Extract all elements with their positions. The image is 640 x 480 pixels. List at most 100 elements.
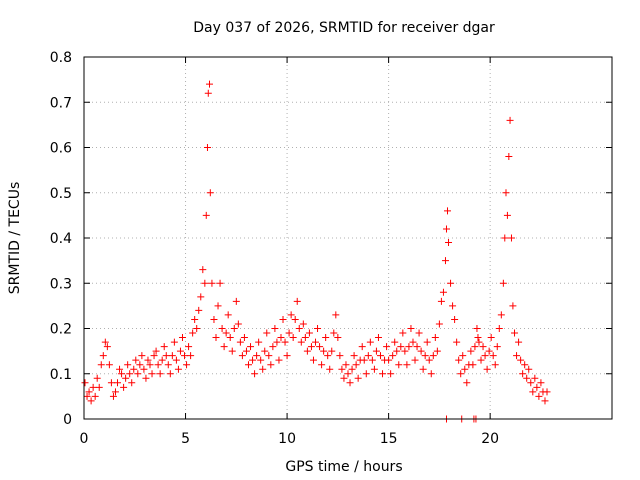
data-point bbox=[376, 352, 384, 360]
data-point bbox=[283, 352, 291, 360]
data-point bbox=[425, 356, 433, 364]
data-point bbox=[105, 361, 113, 369]
data-point bbox=[487, 334, 495, 342]
data-point bbox=[316, 343, 324, 351]
data-point bbox=[193, 325, 201, 332]
data-point bbox=[399, 329, 407, 337]
data-point bbox=[411, 356, 419, 364]
data-point bbox=[374, 334, 382, 342]
data-point bbox=[164, 361, 172, 369]
data-point bbox=[230, 325, 238, 332]
data-point bbox=[297, 338, 305, 346]
data-point bbox=[114, 379, 122, 387]
data-point bbox=[340, 374, 348, 382]
data-point bbox=[362, 370, 370, 378]
data-point bbox=[126, 370, 134, 378]
data-point bbox=[142, 374, 150, 382]
y-tick-label: 0.3 bbox=[50, 276, 72, 292]
data-point bbox=[109, 392, 117, 400]
data-point bbox=[537, 379, 545, 387]
data-point bbox=[342, 361, 350, 369]
data-point bbox=[103, 343, 111, 351]
data-point bbox=[483, 365, 491, 373]
data-point bbox=[301, 334, 309, 342]
data-point bbox=[174, 365, 182, 373]
data-point bbox=[303, 347, 311, 355]
data-point bbox=[271, 325, 279, 332]
data-point bbox=[521, 361, 529, 369]
data-point bbox=[136, 361, 144, 369]
data-point bbox=[281, 338, 289, 346]
data-point bbox=[138, 352, 146, 360]
data-point bbox=[419, 365, 427, 373]
data-point bbox=[451, 315, 459, 323]
data-point bbox=[475, 338, 483, 346]
x-tick-label: 20 bbox=[481, 431, 499, 447]
data-point bbox=[415, 329, 423, 337]
data-point bbox=[172, 356, 180, 364]
data-point bbox=[187, 352, 195, 360]
data-point bbox=[91, 392, 99, 400]
data-point bbox=[101, 338, 109, 346]
data-point bbox=[285, 329, 293, 337]
data-point bbox=[529, 388, 537, 396]
y-tick-label: 0.8 bbox=[50, 50, 72, 66]
data-point bbox=[417, 347, 425, 355]
data-point bbox=[168, 352, 176, 360]
data-point bbox=[506, 116, 514, 124]
data-point bbox=[251, 370, 259, 378]
data-point bbox=[255, 338, 263, 346]
data-point bbox=[132, 356, 140, 364]
data-point bbox=[389, 352, 397, 360]
data-point bbox=[519, 370, 527, 378]
data-point bbox=[214, 302, 222, 310]
y-axis-label: SRMTID / TECUs bbox=[7, 182, 23, 295]
data-point bbox=[527, 379, 535, 387]
x-tick-label: 15 bbox=[380, 431, 398, 447]
data-point bbox=[455, 356, 463, 364]
data-point bbox=[185, 343, 193, 351]
data-point bbox=[232, 297, 240, 305]
tick-layer: 0 5 10 15 20 0 0.1 0.2 0.3 0.4 0.5 0.6 0.7 0.8 bbox=[50, 50, 612, 447]
data-point bbox=[242, 347, 250, 355]
data-point bbox=[393, 347, 401, 355]
y-tick-label: 0.6 bbox=[50, 141, 72, 157]
data-point bbox=[273, 338, 281, 346]
data-point bbox=[124, 361, 132, 369]
data-point bbox=[509, 302, 517, 310]
data-point bbox=[444, 207, 452, 215]
data-point bbox=[299, 320, 307, 328]
data-point bbox=[423, 338, 431, 346]
data-point bbox=[453, 338, 461, 346]
data-point bbox=[220, 343, 228, 351]
data-point bbox=[437, 297, 445, 305]
data-point bbox=[372, 347, 380, 355]
data-point bbox=[385, 356, 393, 364]
data-point bbox=[120, 383, 128, 391]
data-point bbox=[477, 356, 485, 364]
data-point bbox=[259, 365, 267, 373]
data-point bbox=[238, 352, 246, 360]
data-point bbox=[206, 80, 214, 88]
data-point bbox=[346, 379, 354, 387]
data-point bbox=[320, 347, 328, 355]
data-point bbox=[312, 338, 320, 346]
chart-title: Day 037 of 2026, SRMTID for receiver dga… bbox=[193, 20, 495, 36]
data-point bbox=[206, 189, 214, 197]
data-point bbox=[191, 315, 199, 323]
data-point bbox=[81, 379, 89, 387]
data-point bbox=[83, 392, 91, 400]
data-point bbox=[202, 211, 210, 219]
data-point bbox=[429, 352, 437, 360]
data-point bbox=[387, 370, 395, 378]
data-point bbox=[543, 388, 551, 396]
data-point bbox=[395, 361, 403, 369]
data-point bbox=[240, 334, 248, 342]
data-point bbox=[533, 383, 541, 391]
data-point bbox=[267, 361, 275, 369]
data-point bbox=[99, 352, 107, 360]
data-point bbox=[140, 365, 148, 373]
data-point bbox=[107, 379, 115, 387]
data-point bbox=[507, 234, 515, 242]
